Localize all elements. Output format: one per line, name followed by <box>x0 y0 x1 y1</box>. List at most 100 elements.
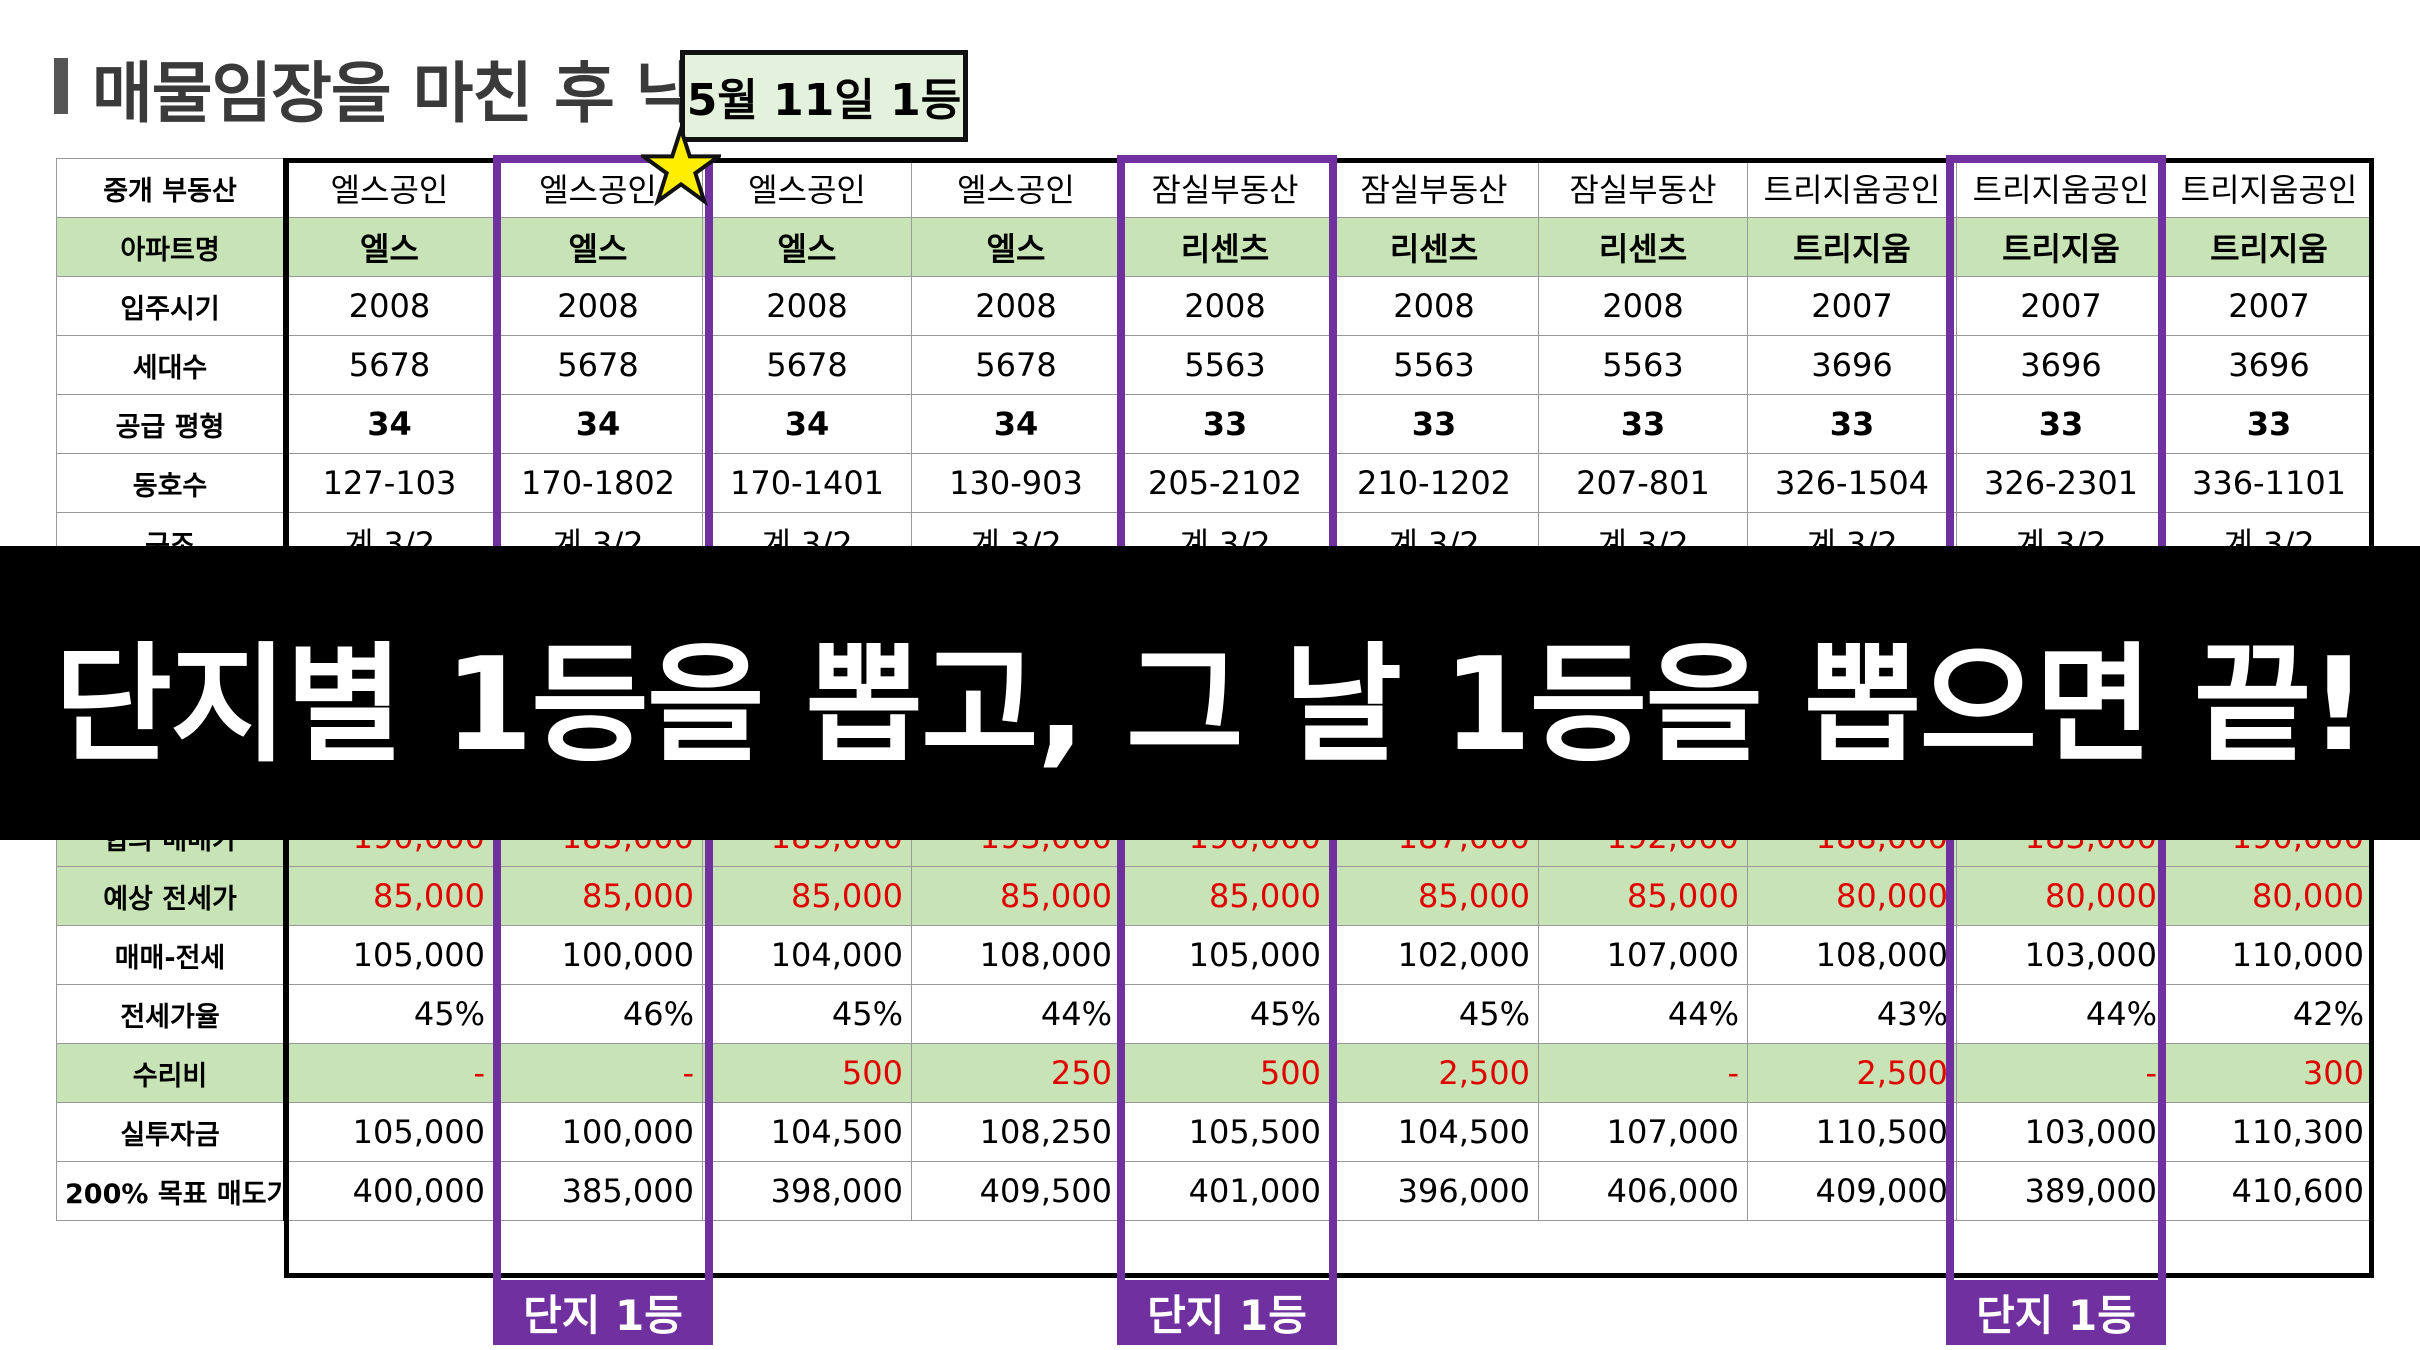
table-cell: 5678 <box>284 335 494 395</box>
table-cell: 110,000 <box>2165 925 2373 985</box>
table-cell: 326-1504 <box>1747 453 1957 513</box>
table-cell: 85,000 <box>702 866 912 926</box>
table-cell: 2008 <box>1329 276 1539 336</box>
table-cell: 409,500 <box>911 1161 1121 1221</box>
table-cell: 130-903 <box>911 453 1121 513</box>
table-cell: 엘스 <box>911 217 1121 277</box>
row-label: 실투자금 <box>56 1102 286 1162</box>
table-cell: 3696 <box>1747 335 1957 395</box>
table-cell: 5678 <box>702 335 912 395</box>
table-cell: 250 <box>911 1043 1121 1103</box>
table-cell: 2008 <box>284 276 494 336</box>
table-cell: 104,000 <box>702 925 912 985</box>
table-cell: 170-1802 <box>493 453 703 513</box>
table-cell: 45% <box>702 984 912 1044</box>
table-cell: 엘스 <box>702 217 912 277</box>
highlight-label-2: 단지 1등 <box>1117 1280 1337 1344</box>
table-cell: - <box>493 1043 703 1103</box>
table-cell: 33 <box>1538 394 1748 454</box>
row-label: 200% 목표 매도가 <box>56 1161 286 1221</box>
table-cell: 2008 <box>1120 276 1330 336</box>
table-cell: 398,000 <box>702 1161 912 1221</box>
table-cell: 409,000 <box>1747 1161 1957 1221</box>
table-cell: 43% <box>1747 984 1957 1044</box>
table-cell: 2,500 <box>1329 1043 1539 1103</box>
table-cell: 트리지움 <box>1747 217 1957 277</box>
table-cell: 리센츠 <box>1120 217 1330 277</box>
table-row: 중개 부동산 엘스공인 엘스공인 엘스공인 엘스공인 잠실부동산 잠실부동산 잠실부동산 트리지… <box>56 158 2373 218</box>
table-cell: 105,500 <box>1120 1102 1330 1162</box>
table-cell: 326-2301 <box>1956 453 2166 513</box>
table-cell: 5678 <box>911 335 1121 395</box>
table-cell: 108,000 <box>911 925 1121 985</box>
table-cell: 80,000 <box>1956 866 2166 926</box>
table-cell: 385,000 <box>493 1161 703 1221</box>
table-cell: 트리지움공인 <box>1747 158 1957 218</box>
table-cell: 300 <box>2165 1043 2373 1103</box>
table-row: 매매-전세 105,000 100,000 104,000 108,000 105,000… <box>56 925 2373 985</box>
table-cell: 3696 <box>1956 335 2166 395</box>
table-cell: 엘스공인 <box>284 158 494 218</box>
table-cell: 트리지움공인 <box>1956 158 2166 218</box>
table-cell: 33 <box>1747 394 1957 454</box>
table-cell: 44% <box>1956 984 2166 1044</box>
table-cell: 104,500 <box>702 1102 912 1162</box>
listing-comparison-table: 중개 부동산 엘스공인 엘스공인 엘스공인 엘스공인 잠실부동산 잠실부동산 잠실부동산 트리지… <box>56 158 2373 1221</box>
table-cell: 잠실부동산 <box>1120 158 1330 218</box>
table-cell: 34 <box>284 394 494 454</box>
overlay-banner: 단지별 1등을 뽑고, 그 날 1등을 뽑으면 끝! <box>0 546 2420 840</box>
callout-box: 5월 11일 1등 <box>680 50 968 142</box>
table-cell: 엘스공인 <box>702 158 912 218</box>
table-cell: 44% <box>911 984 1121 1044</box>
table-cell: 2007 <box>1747 276 1957 336</box>
table-cell: 105,000 <box>284 1102 494 1162</box>
table-cell: - <box>284 1043 494 1103</box>
table-cell: 205-2102 <box>1120 453 1330 513</box>
table-cell: 127-103 <box>284 453 494 513</box>
table-cell: 110,300 <box>2165 1102 2373 1162</box>
row-label: 예상 전세가 <box>56 866 286 926</box>
table-cell: - <box>1538 1043 1748 1103</box>
table-cell: 100,000 <box>493 925 703 985</box>
row-label: 세대수 <box>56 335 286 395</box>
table-cell: 105,000 <box>284 925 494 985</box>
table-cell: 107,000 <box>1538 1102 1748 1162</box>
table-cell: 5563 <box>1329 335 1539 395</box>
table-cell: 44% <box>1538 984 1748 1044</box>
table-row: 실투자금 105,000 100,000 104,500 108,250 105,500 1… <box>56 1102 2373 1162</box>
table-cell: 33 <box>2165 394 2373 454</box>
table-row: 동호수 127-103 170-1802 170-1401 130-903 205-210… <box>56 453 2373 513</box>
table-cell: 104,500 <box>1329 1102 1539 1162</box>
row-label: 수리비 <box>56 1043 286 1103</box>
table-cell: 잠실부동산 <box>1538 158 1748 218</box>
table-row: 200% 목표 매도가 400,000 385,000 398,000 409,500 4… <box>56 1161 2373 1221</box>
table-cell: 85,000 <box>1329 866 1539 926</box>
table-cell: 34 <box>911 394 1121 454</box>
table-cell: 34 <box>702 394 912 454</box>
table-cell: 2008 <box>911 276 1121 336</box>
table-cell: 2008 <box>702 276 912 336</box>
table-cell: 5678 <box>493 335 703 395</box>
table-cell: 33 <box>1956 394 2166 454</box>
table-cell: 100,000 <box>493 1102 703 1162</box>
highlight-label-1: 단지 1등 <box>493 1280 713 1344</box>
page-title: 매물임장을 마친 후 낙 <box>92 55 696 132</box>
table-cell: 33 <box>1329 394 1539 454</box>
table-row: 세대수 5678 5678 5678 5678 5563 5563 5563 3696 3696 3… <box>56 335 2373 395</box>
table-cell: 엘스공인 <box>911 158 1121 218</box>
table-cell: 2007 <box>1956 276 2166 336</box>
table-cell: 2,500 <box>1747 1043 1957 1103</box>
table-cell: 102,000 <box>1329 925 1539 985</box>
table-cell: 2008 <box>1538 276 1748 336</box>
table-cell: 리센츠 <box>1538 217 1748 277</box>
table-row: 공급 평형 34 34 34 34 33 33 33 33 33 33 <box>56 394 2373 454</box>
table-cell: 45% <box>284 984 494 1044</box>
table-cell: 45% <box>1329 984 1539 1044</box>
table-row: 수리비 - -500 250 500 2,500-2,500-300 <box>56 1043 2373 1103</box>
table-cell: 210-1202 <box>1329 453 1539 513</box>
table-cell: 103,000 <box>1956 925 2166 985</box>
table-cell: 잠실부동산 <box>1329 158 1539 218</box>
row-label: 매매-전세 <box>56 925 286 985</box>
row-label: 아파트명 <box>56 217 286 277</box>
row-label: 동호수 <box>56 453 286 513</box>
